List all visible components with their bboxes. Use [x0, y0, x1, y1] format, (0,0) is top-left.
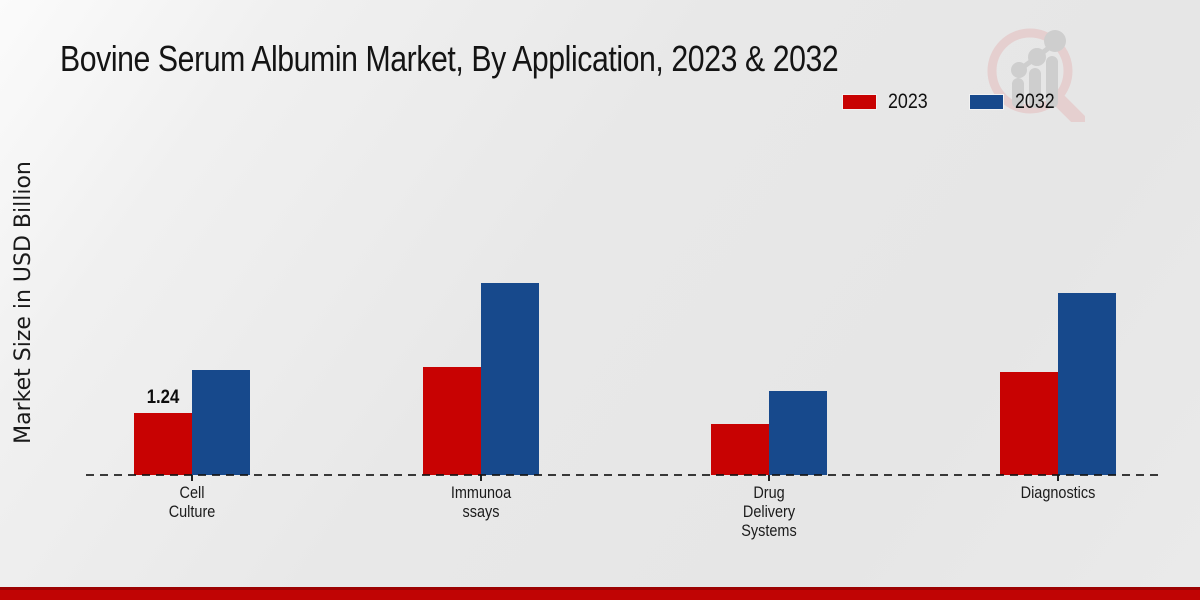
bar-2032-cell-culture — [192, 370, 250, 475]
bar-2032-immunoassays — [480, 283, 539, 475]
legend-label: 2032 — [1014, 90, 1055, 113]
category-label-cell-culture: Cell Culture — [116, 483, 269, 521]
x-axis-tick-immunoassays — [479, 475, 482, 481]
bar-2023-drug-delivery-systems — [711, 424, 769, 475]
bar-2032-diagnostics — [1057, 293, 1116, 475]
category-label-immunoassays: Immunoa ssays — [404, 483, 557, 521]
footer-red-bar — [0, 587, 1200, 600]
category-label-line: Immunoa — [450, 483, 511, 502]
category-label-diagnostics: Diagnostics — [981, 483, 1134, 502]
magnifier-bar-chart-logo-icon — [987, 28, 1085, 122]
legend-swatch-2023 — [842, 94, 877, 110]
legend-label: 2023 — [888, 90, 928, 113]
x-axis-tick-diagnostics — [1056, 475, 1059, 481]
category-label-line: Cell — [179, 483, 205, 502]
category-label-line: Drug — [753, 483, 785, 502]
bar-value-label-1.24: 1.24 — [146, 387, 180, 408]
category-label-line: Culture — [168, 502, 216, 521]
legend-swatch-2032 — [968, 94, 1004, 110]
bar-2023-cell-culture — [134, 413, 192, 475]
category-label-line: Systems — [741, 521, 797, 540]
x-axis-tick-drug-delivery-systems — [768, 475, 770, 481]
x-axis-tick-cell-culture — [191, 475, 193, 481]
legend-item-2023: 2023 — [842, 90, 935, 113]
category-label-drug-delivery-systems: Drug Delivery Systems — [693, 483, 846, 540]
category-label-line: Delivery — [742, 502, 796, 521]
chart-title: Bovine Serum Albumin Market, By Applicat… — [60, 38, 839, 79]
legend: 2023 2032 — [842, 90, 1062, 113]
legend-item-2032: 2032 — [968, 90, 1062, 113]
x-axis-baseline — [86, 474, 1164, 476]
category-label-line: Diagnostics — [1020, 483, 1095, 502]
bar-2032-drug-delivery-systems — [769, 390, 827, 475]
category-label-line: ssays — [462, 502, 499, 521]
bar-2023-diagnostics — [999, 372, 1058, 475]
bar-2023-immunoassays — [422, 367, 481, 475]
